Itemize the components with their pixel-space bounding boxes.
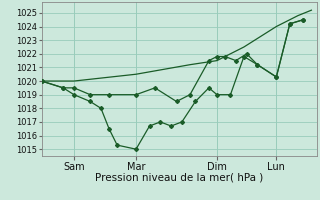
X-axis label: Pression niveau de la mer( hPa ): Pression niveau de la mer( hPa ) xyxy=(95,173,263,183)
